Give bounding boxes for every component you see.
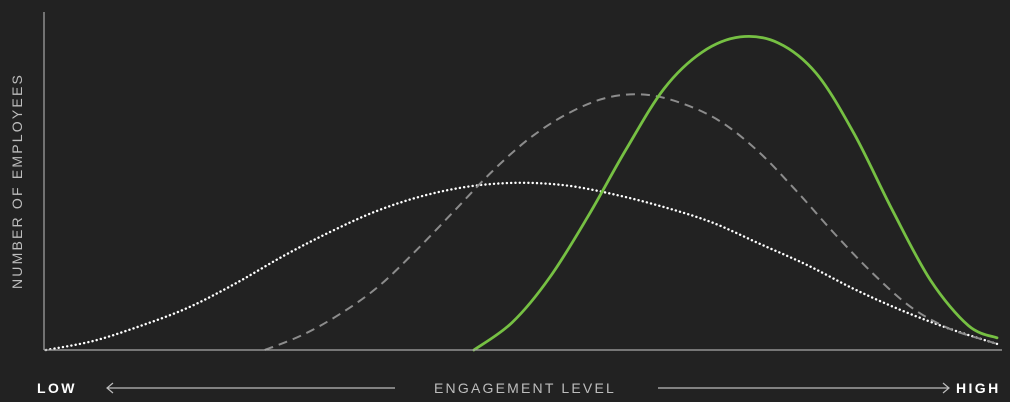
x-axis-label: ENGAGEMENT LEVEL bbox=[434, 380, 616, 396]
x-axis-low-label: LOW bbox=[37, 380, 77, 396]
right-arrow bbox=[658, 382, 950, 394]
x-axis-high-label: HIGH bbox=[956, 380, 1001, 396]
series-line-dotted bbox=[44, 181, 999, 352]
plot-area bbox=[44, 34, 999, 352]
y-axis-label: NUMBER OF EMPLOYEES bbox=[9, 73, 25, 289]
series-line-dashed bbox=[264, 93, 998, 351]
left-arrow bbox=[106, 382, 395, 394]
series-line-solid bbox=[472, 34, 999, 352]
